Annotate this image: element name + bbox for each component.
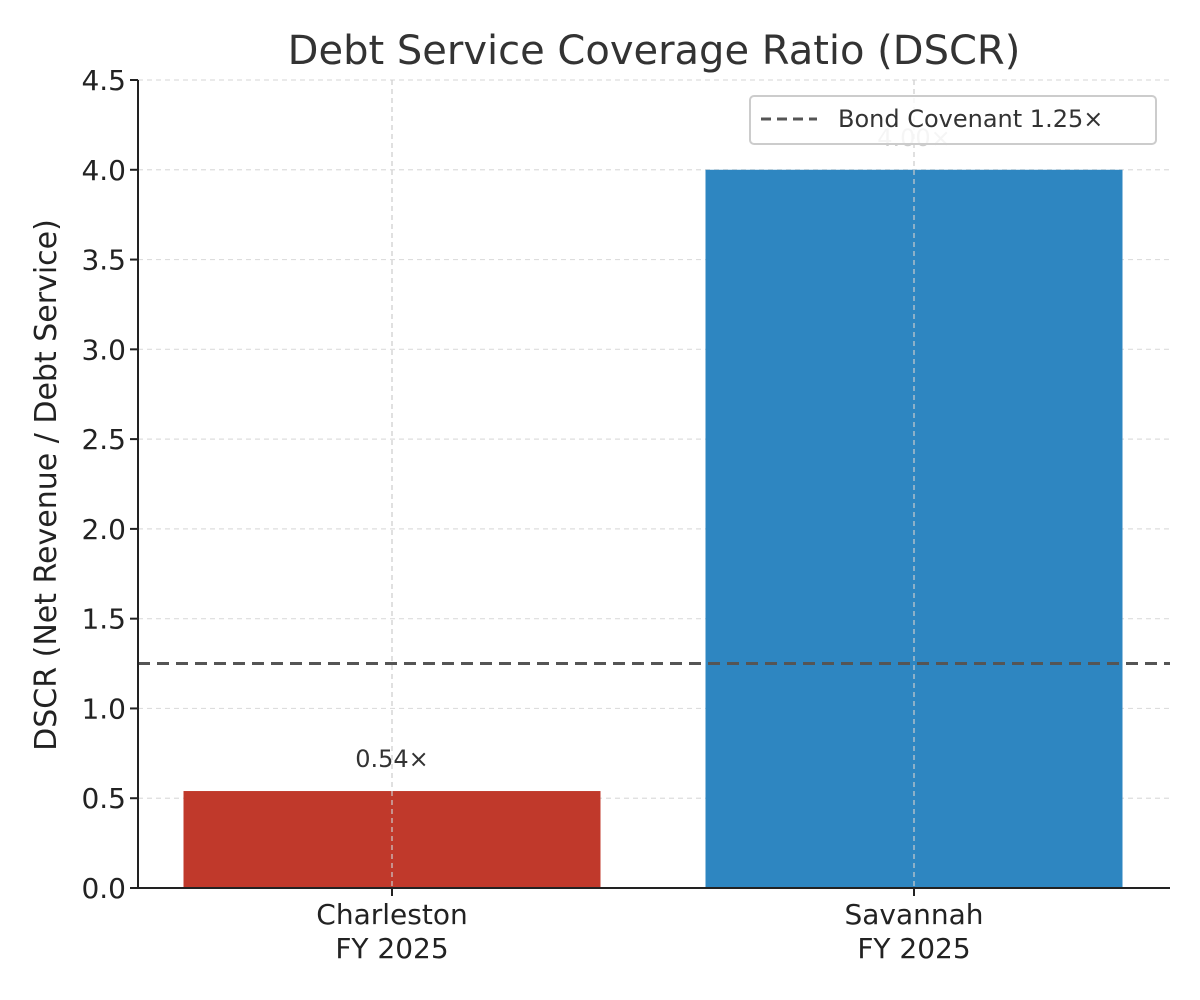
y-tick-label: 2.5 [81, 423, 126, 456]
legend-label: Bond Covenant 1.25× [838, 105, 1103, 133]
y-tick-label: 4.5 [81, 64, 126, 97]
y-ticks: 0.0 0.5 1.0 1.5 2.0 2.5 3.0 3.5 4.0 4.5 [81, 64, 138, 905]
y-axis-label: DSCR (Net Revenue / Debt Service) [29, 219, 64, 751]
axes [137, 80, 1170, 889]
x-tick-label: FY 2025 [857, 932, 970, 965]
y-tick-label: 4.0 [81, 154, 126, 187]
data-label: 0.54× [355, 745, 429, 773]
y-tick-label: 0.5 [81, 782, 126, 815]
legend: Bond Covenant 1.25× [749, 95, 1157, 145]
x-tick-label: FY 2025 [335, 932, 448, 965]
legend-box [749, 95, 1157, 145]
y-tick-label: 0.0 [81, 872, 126, 905]
y-tick-label: 1.5 [81, 603, 126, 636]
x-tick-label: Charleston [316, 898, 467, 931]
y-tick-label: 2.0 [81, 513, 126, 546]
reference-line-group [138, 80, 1170, 888]
x-tick-label: Savannah [844, 898, 983, 931]
y-tick-label: 3.5 [81, 244, 126, 277]
bar [705, 169, 1123, 888]
y-tick-label: 3.0 [81, 333, 126, 366]
chart-title: Debt Service Coverage Ratio (DSCR) [288, 28, 1021, 74]
y-tick-label: 1.0 [81, 692, 126, 725]
